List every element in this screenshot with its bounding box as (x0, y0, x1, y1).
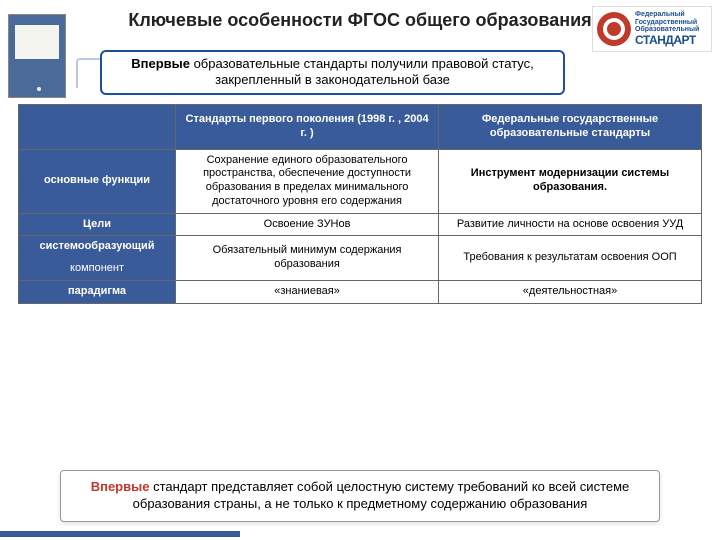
row-label: парадигма (19, 280, 176, 303)
comparison-table: Стандарты первого поколения (1998 г. , 2… (18, 104, 702, 304)
page-title: Ключевые особенности ФГОС общего образов… (0, 10, 720, 31)
top-callout-rest: образовательные стандарты получили право… (190, 56, 534, 87)
cell: Освоение ЗУНов (176, 213, 439, 236)
table-row: основные функции Сохранение единого обра… (19, 149, 702, 213)
table-row: парадигма «знаниевая» «деятельностная» (19, 280, 702, 303)
top-callout: Впервые образовательные стандарты получи… (100, 50, 565, 95)
cell: Сохранение единого образовательного прос… (176, 149, 439, 213)
cell: Инструмент модернизации системы образова… (439, 149, 702, 213)
comparison-table-wrap: Стандарты первого поколения (1998 г. , 2… (18, 104, 702, 304)
cell: Развитие личности на основе освоения УУД (439, 213, 702, 236)
bottom-callout: Впервые стандарт представляет собой цело… (60, 470, 660, 522)
table-header-col1: Стандарты первого поколения (1998 г. , 2… (176, 105, 439, 150)
logo-bottom-text: СТАНДАРТ (635, 34, 699, 47)
cell: «деятельностная» (439, 280, 702, 303)
row-label: Цели (19, 213, 176, 236)
table-header-row: Стандарты первого поколения (1998 г. , 2… (19, 105, 702, 150)
top-callout-lead: Впервые (131, 56, 190, 71)
bottom-callout-lead: Впервые (91, 479, 150, 494)
table-row: Цели Освоение ЗУНов Развитие личности на… (19, 213, 702, 236)
table-header-col2: Федеральные государственные образователь… (439, 105, 702, 150)
row-label-sub: компонент (25, 262, 169, 276)
cell: Обязательный минимум содержания образова… (176, 236, 439, 281)
accent-bar (0, 531, 240, 537)
cell: Требования к результатам освоения ООП (439, 236, 702, 281)
bottom-callout-rest: стандарт представляет собой целостную си… (133, 479, 630, 511)
table-header-empty (19, 105, 176, 150)
row-label: системообразующий компонент (19, 236, 176, 281)
row-label-main: системообразующий (25, 240, 169, 254)
row-label: основные функции (19, 149, 176, 213)
cell: «знаниевая» (176, 280, 439, 303)
